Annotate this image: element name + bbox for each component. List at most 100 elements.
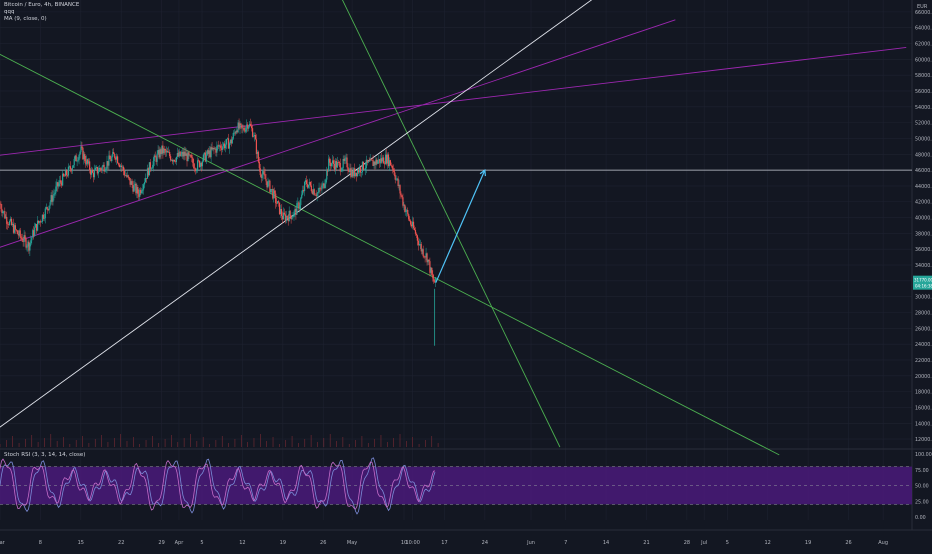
- candle-body: [331, 160, 334, 164]
- candle-body: [67, 166, 70, 176]
- candle-body: [43, 218, 45, 219]
- candle-body: [273, 190, 275, 199]
- trendline-white-ascending[interactable]: [0, 0, 641, 431]
- candle-body: [96, 166, 98, 174]
- candle-body: [7, 223, 9, 225]
- candle-body: [330, 163, 333, 167]
- candle-body: [423, 256, 425, 257]
- candle-body: [261, 174, 263, 178]
- candle-body: [202, 154, 204, 162]
- candle-body: [158, 149, 160, 158]
- candle-body: [338, 162, 340, 164]
- candle-body: [25, 238, 27, 248]
- candle-body: [275, 193, 277, 204]
- candle-body: [152, 161, 154, 168]
- candle-body: [193, 162, 195, 169]
- trendline-green-descending-steep[interactable]: [329, 0, 561, 448]
- currency-label: EUR: [917, 4, 928, 10]
- candle-body: [432, 274, 434, 279]
- candle-body: [117, 156, 119, 164]
- candle-body: [233, 132, 235, 134]
- candle-body: [40, 221, 43, 223]
- candle-body: [24, 235, 26, 239]
- trendline-green-descending-long[interactable]: [0, 51, 780, 456]
- candle-body: [142, 189, 144, 191]
- legend-ma[interactable]: MA (9, close, 0): [4, 16, 47, 22]
- candle-body: [284, 214, 286, 221]
- projection-arrow[interactable]: [435, 169, 486, 283]
- candle-body: [36, 220, 39, 231]
- trendline-purple-upper[interactable]: [0, 47, 907, 156]
- candle-body: [183, 151, 185, 157]
- candle-body: [140, 189, 142, 194]
- current-price-countdown: 04:16:38: [915, 284, 932, 289]
- candle-body: [405, 211, 407, 213]
- candle-body: [352, 170, 354, 177]
- candle-body: [171, 159, 174, 162]
- candle-body: [374, 161, 376, 165]
- candle-body: [85, 161, 87, 165]
- candle-body: [341, 168, 343, 171]
- candle-body: [363, 169, 365, 171]
- candle-body: [60, 180, 62, 183]
- rsi-axis-label: 100.00: [915, 452, 932, 458]
- candle-body: [416, 235, 418, 241]
- candle-body: [47, 209, 49, 211]
- candle-body: [198, 160, 201, 167]
- candle-body: [27, 241, 29, 247]
- candle-body: [279, 208, 282, 215]
- candle-body: [31, 237, 33, 241]
- candle-body: [100, 169, 102, 171]
- candle-body: [280, 208, 283, 216]
- candle-body: [313, 189, 315, 195]
- candle-body: [397, 178, 399, 187]
- candle-body: [83, 154, 85, 160]
- candle-body: [189, 154, 191, 156]
- candle-body: [265, 179, 267, 182]
- candle-body: [235, 130, 237, 134]
- candle-body: [355, 172, 357, 177]
- candle-body: [108, 155, 110, 166]
- candle-body: [350, 168, 352, 177]
- candle-body: [281, 215, 284, 220]
- candle-body: [277, 201, 279, 204]
- trendline-purple-lower[interactable]: [0, 19, 676, 249]
- candle-body: [129, 178, 131, 185]
- candle-body: [188, 152, 190, 156]
- candle-body: [32, 230, 34, 238]
- legend-symbol[interactable]: Bitcoin / Euro, 4h, BINANCE: [4, 2, 80, 8]
- candle-body: [367, 161, 369, 163]
- candle-body: [264, 174, 266, 180]
- candle-body: [184, 151, 186, 156]
- stoch-rsi-legend[interactable]: Stoch RSI (3, 3, 14, 14, close): [4, 452, 86, 458]
- candle-body: [207, 150, 209, 154]
- candle-body: [124, 175, 126, 176]
- candle-body: [307, 184, 310, 188]
- candle-body: [16, 230, 18, 234]
- candle-body: [72, 165, 74, 168]
- candle-body: [174, 161, 177, 162]
- candle-body: [69, 166, 71, 170]
- candle-body: [246, 124, 248, 128]
- candle-body: [231, 138, 233, 144]
- candle-body: [221, 148, 223, 150]
- candle-body: [149, 162, 151, 169]
- price-axis-label: 60000.00: [915, 57, 932, 63]
- candle-body: [190, 154, 192, 158]
- candle-body: [263, 171, 265, 175]
- candle-body: [242, 127, 244, 129]
- candle-body: [268, 180, 270, 182]
- candle-body: [257, 151, 259, 162]
- legend-qqq[interactable]: qqq: [4, 9, 15, 15]
- candle-body: [409, 219, 411, 221]
- candle-body: [327, 169, 329, 172]
- candle-body: [123, 170, 125, 176]
- time-axis-label: 24: [482, 540, 488, 546]
- candle-body: [215, 148, 217, 153]
- candle-body: [48, 205, 50, 211]
- candle-body: [57, 182, 59, 187]
- candle-body: [1, 208, 3, 214]
- current-price-label: 31770.00: [914, 278, 932, 283]
- candle-body: [41, 214, 44, 222]
